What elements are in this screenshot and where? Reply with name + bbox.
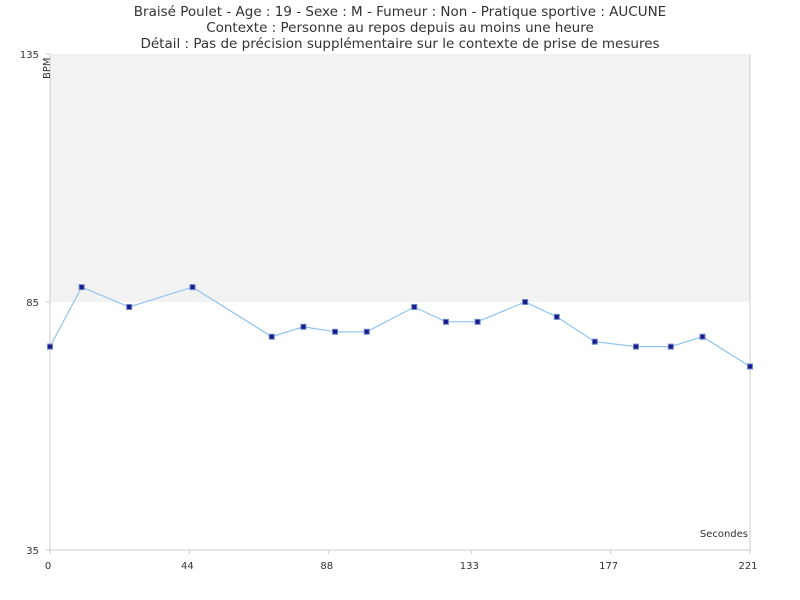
data-point-marker [553, 313, 560, 320]
data-point-marker [126, 303, 133, 310]
x-tick-label: 44 [181, 561, 194, 572]
data-point-marker [699, 333, 706, 340]
header-line-detail: Détail : Pas de précision supplémentaire… [140, 36, 660, 52]
data-point-marker [667, 343, 674, 350]
chart-header: Braisé Poulet - Age : 19 - Sexe : M - Fu… [0, 4, 800, 52]
series-line [49, 286, 751, 368]
x-tick-label: 133 [460, 561, 479, 572]
y-axis-label: BPM [42, 57, 53, 79]
data-point-marker [189, 284, 196, 291]
axis-labels: BPM Secondes [42, 57, 748, 540]
x-tick-label: 88 [320, 561, 333, 572]
y-tick-label: 135 [20, 50, 39, 61]
data-point-marker [747, 363, 753, 370]
header-line-patient: Braisé Poulet - Age : 19 - Sexe : M - Fu… [133, 4, 667, 20]
data-point-marker [363, 328, 370, 335]
data-point-marker [78, 284, 85, 291]
x-tick-label: 177 [599, 561, 618, 572]
header-line-context: Contexte : Personne au repos depuis au m… [206, 20, 594, 36]
data-point-marker [474, 318, 481, 325]
data-point-marker [522, 299, 529, 305]
data-point-marker [300, 323, 307, 330]
data-point-marker [47, 343, 53, 350]
data-point-marker [411, 303, 418, 310]
data-point-marker [332, 328, 339, 335]
plot-background [50, 54, 750, 302]
y-tick-label: 35 [26, 546, 39, 557]
series-layer [47, 284, 753, 370]
data-point-marker [591, 338, 598, 345]
x-tick-label: 0 [45, 561, 51, 572]
axes: 35 85 135 0 44 88 133 177 221 [20, 50, 758, 572]
data-point-marker [442, 318, 449, 325]
data-point-marker [268, 333, 275, 340]
shaded-zone [50, 54, 750, 302]
x-tick-label: 221 [738, 561, 757, 572]
y-tick-label: 85 [26, 298, 39, 309]
x-axis-label: Secondes [700, 529, 748, 540]
data-point-marker [632, 343, 639, 350]
